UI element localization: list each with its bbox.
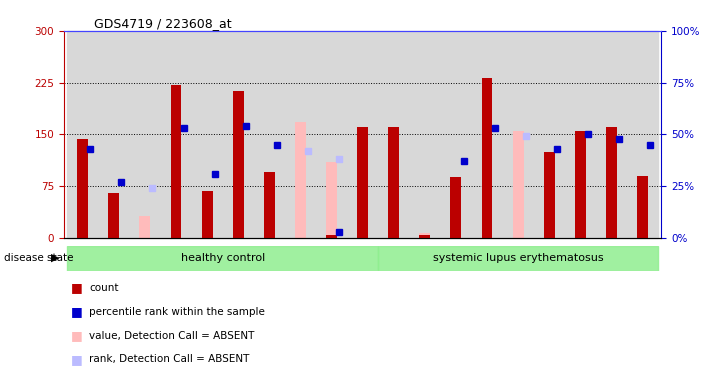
Text: count: count	[89, 283, 118, 293]
Bar	[295, 122, 306, 238]
Bar	[575, 131, 586, 238]
Bar	[139, 216, 150, 238]
Bar	[410, 31, 440, 238]
Bar	[161, 31, 191, 238]
Bar	[191, 31, 223, 238]
Bar	[637, 176, 648, 238]
Bar	[232, 91, 244, 238]
Text: disease state: disease state	[4, 253, 73, 263]
Bar	[378, 31, 410, 238]
Text: value, Detection Call = ABSENT: value, Detection Call = ABSENT	[89, 331, 255, 341]
Text: percentile rank within the sample: percentile rank within the sample	[89, 307, 264, 317]
Bar	[419, 233, 430, 238]
Bar	[606, 127, 617, 238]
Bar	[129, 31, 161, 238]
Bar	[171, 84, 181, 238]
Bar	[596, 31, 627, 238]
Bar	[264, 172, 274, 238]
Bar	[440, 31, 471, 238]
Bar	[378, 246, 658, 271]
Bar	[223, 31, 254, 238]
Text: systemic lupus erythematosus: systemic lupus erythematosus	[433, 253, 604, 263]
Bar	[481, 78, 493, 238]
Bar	[316, 31, 347, 238]
Bar	[565, 31, 596, 238]
Bar	[513, 131, 523, 238]
Bar	[471, 31, 503, 238]
Bar	[254, 31, 285, 238]
Bar	[534, 31, 565, 238]
Bar	[326, 162, 337, 238]
Text: healthy control: healthy control	[181, 253, 264, 263]
Text: ■: ■	[71, 305, 83, 318]
Bar	[67, 31, 98, 238]
Bar	[503, 31, 534, 238]
Bar	[544, 152, 555, 238]
Text: GDS4719 / 223608_at: GDS4719 / 223608_at	[94, 17, 232, 30]
Bar	[285, 31, 316, 238]
Bar	[108, 193, 119, 238]
Bar	[347, 31, 378, 238]
Text: ■: ■	[71, 353, 83, 366]
Text: ■: ■	[71, 281, 83, 295]
Text: ■: ■	[71, 329, 83, 342]
Bar	[627, 31, 658, 238]
Bar	[98, 31, 129, 238]
Bar	[202, 191, 213, 238]
Text: rank, Detection Call = ABSENT: rank, Detection Call = ABSENT	[89, 354, 250, 364]
Bar	[326, 235, 337, 238]
Bar	[451, 177, 461, 238]
Bar	[357, 127, 368, 238]
Bar	[357, 154, 368, 238]
Bar	[67, 246, 378, 271]
Bar	[77, 139, 88, 238]
Bar	[419, 235, 430, 238]
Text: ▶: ▶	[50, 253, 59, 263]
Bar	[388, 127, 399, 238]
